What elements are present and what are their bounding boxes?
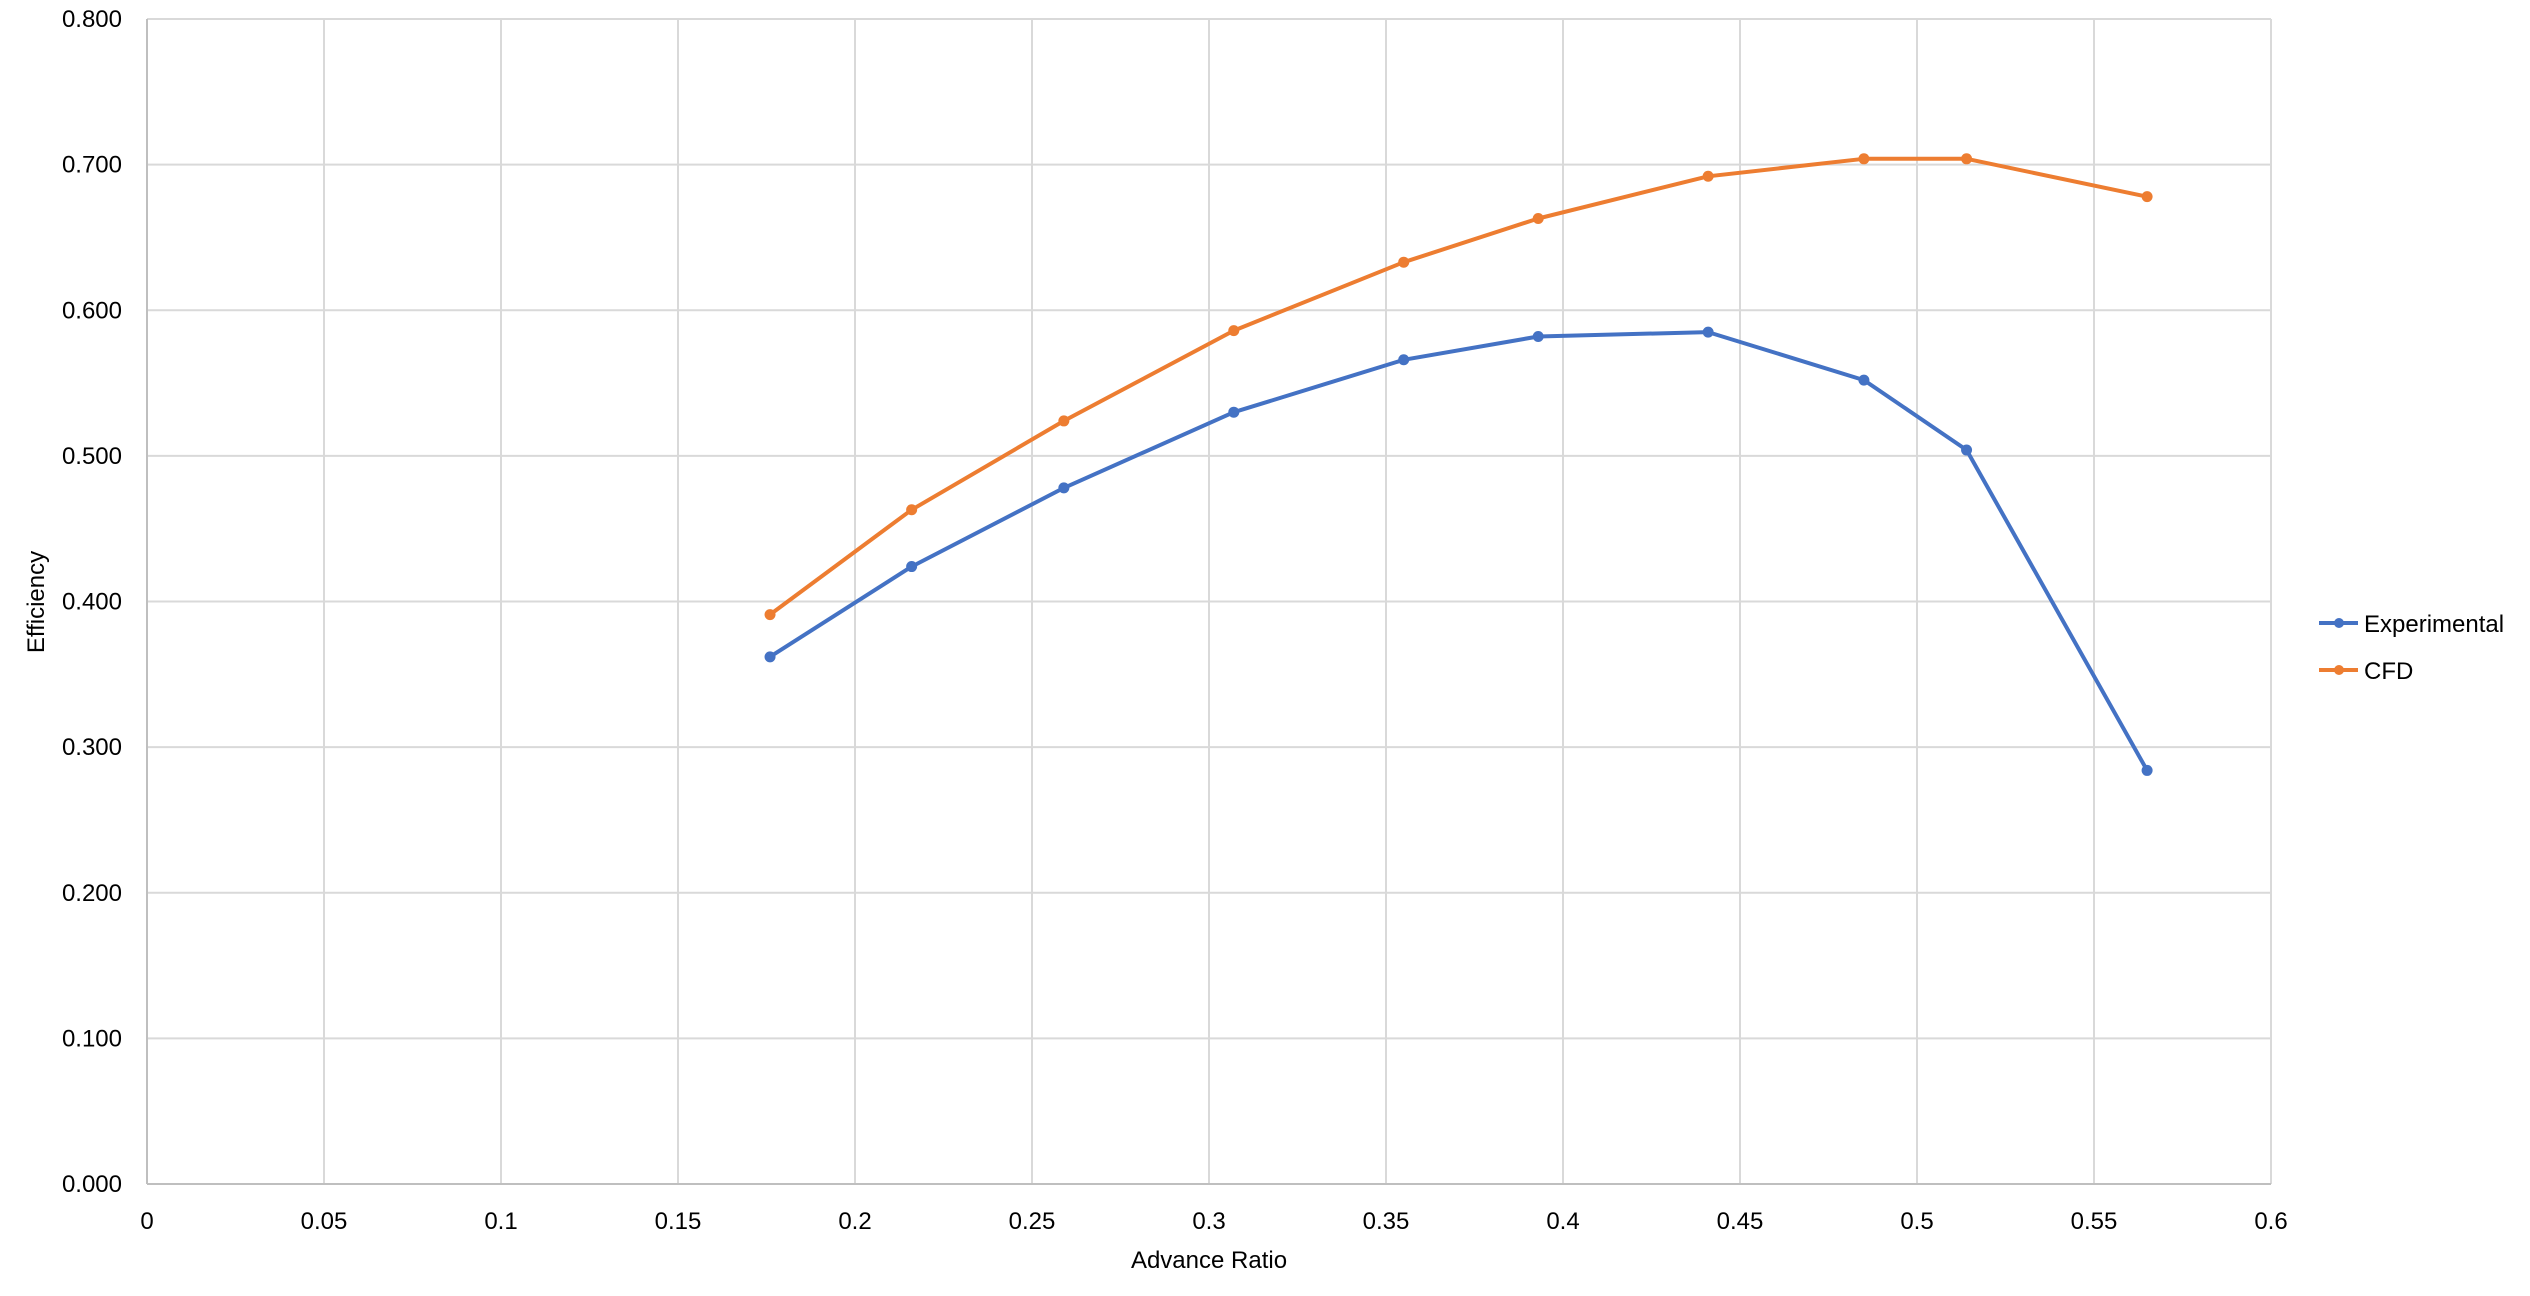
x-tick-label: 0.3 xyxy=(1192,1208,1225,1235)
x-tick-label: 0.35 xyxy=(1363,1208,1410,1235)
y-tick-label: 0.800 xyxy=(62,6,122,33)
x-tick-label: 0.15 xyxy=(655,1208,702,1235)
data-point-marker xyxy=(1702,326,1714,338)
series-line xyxy=(768,156,2148,617)
data-point-marker xyxy=(906,504,918,516)
y-tick-label: 0.600 xyxy=(62,297,122,324)
data-point-marker xyxy=(1858,374,1870,386)
y-tick-label: 0.700 xyxy=(62,152,122,179)
x-tick-label: 0.2 xyxy=(838,1208,871,1235)
plot-series xyxy=(764,153,2153,776)
x-axis-tick-labels: 0 0.05 0.1 0.15 0.2 0.25 0.3 0.35 0.4 0.45 0.5 0.55… xyxy=(140,1208,2287,1235)
y-tick-label: 0.200 xyxy=(62,880,122,907)
x-tick-label: 0.25 xyxy=(1009,1208,1056,1235)
data-point-marker xyxy=(2141,764,2153,776)
data-point-marker xyxy=(1532,330,1544,342)
gridlines xyxy=(147,18,2272,1184)
y-axis-title: Efficiency xyxy=(23,551,50,653)
data-point-marker xyxy=(1961,153,1973,165)
legend-item-experimental: Experimental xyxy=(2319,611,2504,638)
series-line xyxy=(768,330,2149,772)
x-tick-label: 0.55 xyxy=(2071,1208,2118,1235)
y-tick-label: 0.000 xyxy=(62,1171,122,1198)
y-tick-label: 0.300 xyxy=(62,734,122,761)
data-point-marker xyxy=(1058,482,1070,494)
data-point-marker xyxy=(1228,406,1240,418)
y-axis-tick-labels: 0.000 0.100 0.200 0.300 0.400 0.500 0.600 0.700… xyxy=(62,6,122,1198)
data-point-marker xyxy=(1961,444,1973,456)
x-tick-label: 0.6 xyxy=(2254,1208,2287,1235)
data-point-marker xyxy=(764,609,776,621)
legend-label-experimental: Experimental xyxy=(2364,611,2504,638)
x-tick-label: 0 xyxy=(140,1208,153,1235)
data-point-marker xyxy=(1532,213,1544,225)
data-point-marker xyxy=(1398,354,1410,366)
x-tick-label: 0.5 xyxy=(1900,1208,1933,1235)
data-point-marker xyxy=(1702,170,1714,182)
data-point-marker xyxy=(1228,325,1240,337)
data-point-marker xyxy=(1058,415,1070,427)
legend-marker-icon xyxy=(2334,665,2344,675)
y-tick-label: 0.400 xyxy=(62,589,122,616)
axes xyxy=(146,19,2271,1185)
x-tick-label: 0.4 xyxy=(1546,1208,1579,1235)
y-tick-label: 0.500 xyxy=(62,443,122,470)
x-axis-title: Advance Ratio xyxy=(1131,1247,1287,1274)
x-tick-label: 0.1 xyxy=(484,1208,517,1235)
data-point-marker xyxy=(1858,153,1870,165)
legend-marker-icon xyxy=(2334,618,2344,628)
data-point-marker xyxy=(1398,256,1410,268)
x-tick-label: 0.45 xyxy=(1717,1208,1764,1235)
legend-item-cfd: CFD xyxy=(2319,658,2413,685)
x-tick-label: 0.05 xyxy=(301,1208,348,1235)
data-point-marker xyxy=(764,651,776,663)
legend-label-cfd: CFD xyxy=(2364,658,2413,685)
series-experimental xyxy=(764,326,2153,776)
legend: Experimental CFD xyxy=(2319,611,2504,685)
series-cfd xyxy=(764,153,2153,621)
y-tick-label: 0.100 xyxy=(62,1025,122,1052)
data-point-marker xyxy=(906,561,918,573)
data-point-marker xyxy=(2141,191,2153,203)
